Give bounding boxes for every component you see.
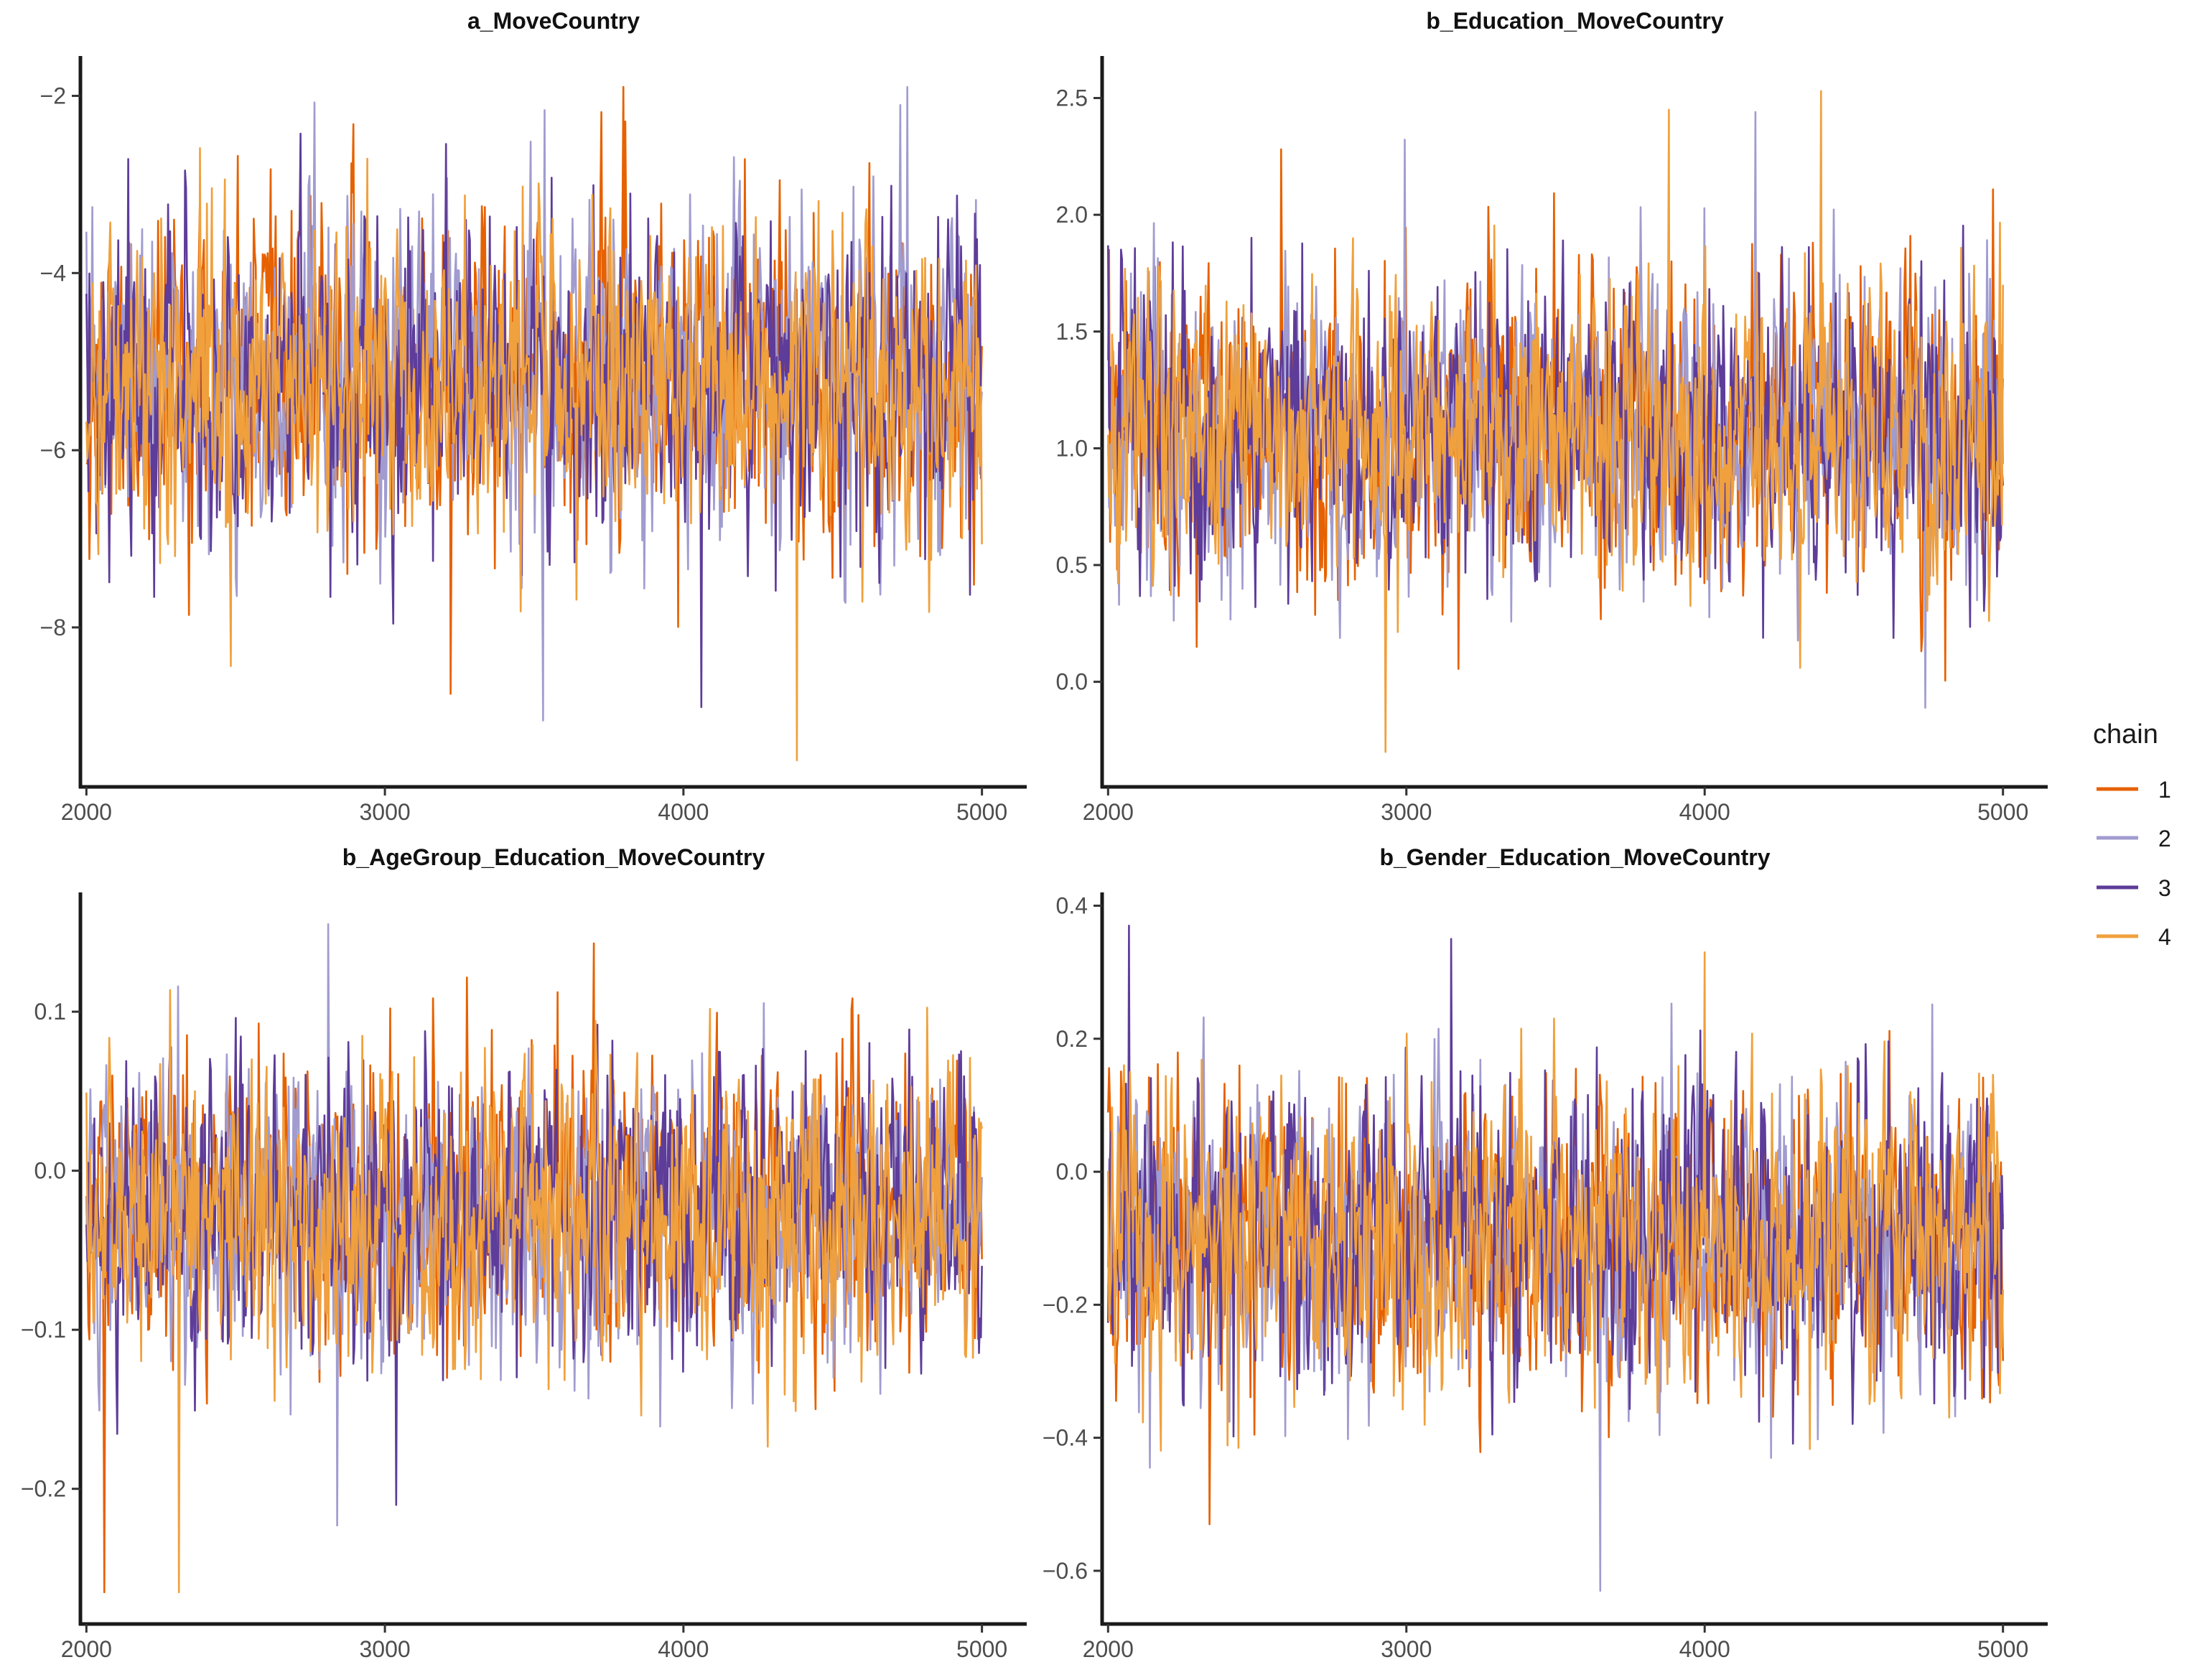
x-tick-label-a-move-country: 4000 [658, 799, 709, 825]
panel-title-a-move-country: a_MoveCountry [467, 8, 640, 34]
traces-b-gender-education-move-country [1107, 925, 2004, 1592]
y-tick-label-b-gender-education-move-country: 0.0 [1056, 1159, 1088, 1185]
x-tick-label-b-gender-education-move-country: 3000 [1381, 1636, 1432, 1662]
y-tick-label-b-gender-education-move-country: −0.4 [1043, 1425, 1088, 1451]
y-tick-label-a-move-country: −6 [40, 437, 66, 463]
x-tick-label-b-agegroup-education-move-country: 3000 [359, 1636, 410, 1662]
y-tick-label-a-move-country: −2 [40, 83, 66, 109]
x-tick-label-a-move-country: 5000 [956, 799, 1007, 825]
panel-a-move-country: a_MoveCountry −2 −4 −6 −8 2000 3000 4000 5000 [40, 8, 1027, 825]
y-tick-label-b-agegroup-education-move-country: −0.1 [21, 1317, 66, 1343]
panel-b-education-move-country: b_Education_MoveCountry 2.5 2.0 1.5 1.0 0.5 0.… [1056, 8, 2048, 825]
x-tick-label-a-move-country: 2000 [61, 799, 112, 825]
y-tick-label-b-education-move-country: 0.0 [1056, 669, 1088, 695]
legend-title: chain [2093, 719, 2158, 750]
x-tick-label-b-education-move-country: 2000 [1083, 799, 1134, 825]
y-tick-label-b-education-move-country: 1.5 [1056, 319, 1088, 345]
traces-a-move-country [85, 85, 983, 762]
y-tick-label-b-agegroup-education-move-country: 0.0 [34, 1158, 66, 1184]
trace-chain-4-b-education-move-country [1107, 90, 2004, 753]
legend-item-chain-4: 4 [2097, 924, 2171, 950]
x-tick-label-b-agegroup-education-move-country: 2000 [61, 1636, 112, 1662]
y-tick-label-b-education-move-country: 1.0 [1056, 435, 1088, 461]
x-tick-label-b-education-move-country: 5000 [1977, 799, 2028, 825]
legend-item-chain-2: 2 [2097, 826, 2171, 851]
x-tick-label-b-education-move-country: 4000 [1679, 799, 1730, 825]
legend-label-chain-1: 1 [2158, 777, 2171, 803]
traces-b-education-move-country [1107, 90, 2004, 753]
panel-title-b-agegroup-education-move-country: b_AgeGroup_Education_MoveCountry [342, 844, 765, 870]
y-tick-label-b-education-move-country: 0.5 [1056, 552, 1088, 578]
y-tick-label-b-agegroup-education-move-country: 0.1 [34, 999, 66, 1025]
x-tick-label-b-education-move-country: 3000 [1381, 799, 1432, 825]
panel-title-b-gender-education-move-country: b_Gender_Education_MoveCountry [1379, 844, 1770, 870]
chain-legend: chain 1 2 3 4 [2093, 719, 2171, 950]
legend-item-chain-3: 3 [2097, 875, 2171, 901]
y-tick-label-b-education-move-country: 2.5 [1056, 85, 1088, 111]
trace-chain-4-a-move-country [85, 147, 983, 762]
x-tick-label-b-gender-education-move-country: 4000 [1679, 1636, 1730, 1662]
x-tick-label-b-gender-education-move-country: 5000 [1977, 1636, 2028, 1662]
x-tick-label-a-move-country: 3000 [359, 799, 410, 825]
y-tick-label-a-move-country: −4 [40, 260, 66, 286]
legend-label-chain-3: 3 [2158, 875, 2171, 901]
y-tick-label-b-gender-education-move-country: −0.6 [1043, 1558, 1088, 1584]
y-tick-label-a-move-country: −8 [40, 615, 66, 640]
trace-chain-4-b-gender-education-move-country [1107, 951, 2004, 1452]
trace-chain-3-a-move-country [85, 132, 982, 709]
y-tick-label-b-gender-education-move-country: 0.4 [1056, 893, 1088, 919]
x-tick-label-b-gender-education-move-country: 2000 [1083, 1636, 1134, 1662]
traces-b-agegroup-education-move-country [85, 923, 983, 1593]
x-tick-label-b-agegroup-education-move-country: 5000 [956, 1636, 1007, 1662]
trace-chain-3-b-gender-education-move-country [1107, 925, 2004, 1445]
trace-chain-4-b-agegroup-education-move-country [85, 989, 983, 1593]
panel-title-b-education-move-country: b_Education_MoveCountry [1426, 8, 1723, 34]
y-tick-label-b-gender-education-move-country: −0.2 [1043, 1292, 1088, 1317]
legend-item-chain-1: 1 [2097, 777, 2171, 803]
panel-b-agegroup-education-move-country: b_AgeGroup_Education_MoveCountry 0.1 0.0 −0… [21, 844, 1027, 1662]
legend-label-chain-4: 4 [2158, 924, 2171, 950]
x-tick-label-b-agegroup-education-move-country: 4000 [658, 1636, 709, 1662]
y-tick-label-b-education-move-country: 2.0 [1056, 202, 1088, 228]
y-tick-label-b-agegroup-education-move-country: −0.2 [21, 1476, 66, 1502]
panel-b-gender-education-move-country: b_Gender_Education_MoveCountry 0.4 0.2 0.0 −… [1043, 844, 2048, 1662]
y-tick-label-b-gender-education-move-country: 0.2 [1056, 1026, 1088, 1052]
legend-label-chain-2: 2 [2158, 826, 2171, 851]
